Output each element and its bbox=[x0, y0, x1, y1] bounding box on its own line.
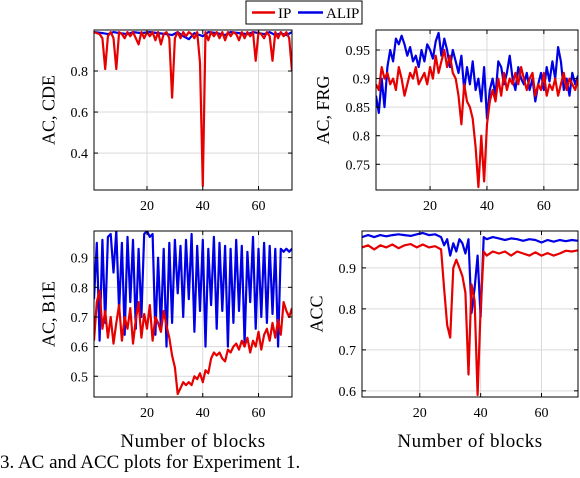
series-line-alip bbox=[94, 231, 292, 348]
y-tick-label-0: 0.6 bbox=[339, 385, 357, 400]
y-tick-label-2: 0.7 bbox=[71, 311, 89, 326]
x-tick-label-2: 60 bbox=[252, 199, 266, 214]
y-tick-label-1: 0.8 bbox=[353, 130, 371, 145]
axes-frame bbox=[361, 230, 579, 398]
y-axis-label: AC, FRG bbox=[313, 75, 333, 144]
y-tick-label-4: 0.95 bbox=[346, 44, 371, 59]
y-tick-label-0: 0.75 bbox=[346, 158, 371, 173]
figure-caption: 3. AC and ACC plots for Experiment 1. bbox=[0, 452, 301, 473]
y-tick-label-0: 0.4 bbox=[71, 147, 89, 162]
axes-frame bbox=[93, 230, 293, 398]
x-axis-label: Number of blocks bbox=[397, 431, 542, 450]
x-tick-label-1: 40 bbox=[196, 406, 210, 421]
series-line-ip bbox=[362, 243, 578, 397]
y-tick-label-3: 0.9 bbox=[339, 262, 357, 277]
series-line-alip bbox=[362, 231, 578, 319]
y-tick-label-1: 0.6 bbox=[71, 106, 89, 121]
figure: IP ALIP 20 40 60 0.4 0.6 0.8 AC, CDE 20 40 60 0.7… bbox=[38, 0, 579, 450]
plot-area bbox=[94, 30, 292, 190]
y-tick-label-2: 0.8 bbox=[339, 303, 357, 318]
y-axis-label: ACC bbox=[306, 295, 326, 332]
x-tick-label-1: 40 bbox=[474, 406, 488, 421]
series-line-ip bbox=[94, 289, 292, 396]
x-axis-label: Number of blocks bbox=[120, 431, 265, 450]
series-line-alip bbox=[376, 31, 578, 120]
y-tick-label-4: 0.9 bbox=[71, 252, 89, 267]
chart-acc: 20 40 60 0.6 0.7 0.8 0.9 ACC Number of blocks bbox=[306, 230, 579, 450]
chart-ac-frg: 20 40 60 0.75 0.8 0.85 0.9 0.95 AC, FRG bbox=[313, 29, 579, 214]
y-tick-label-2: 0.85 bbox=[346, 101, 371, 116]
y-tick-label-3: 0.9 bbox=[353, 73, 371, 88]
axes-frame bbox=[93, 29, 293, 191]
x-tick-label-1: 40 bbox=[480, 199, 494, 214]
x-tick-label-0: 20 bbox=[140, 406, 154, 421]
x-tick-label-2: 60 bbox=[537, 199, 551, 214]
legend-label-alip: ALIP bbox=[326, 6, 359, 22]
chart-ac-b1e: 20 40 60 0.5 0.6 0.7 0.8 0.9 AC, B1E Number of bl… bbox=[38, 230, 293, 450]
x-tick-label-2: 60 bbox=[534, 406, 548, 421]
series-line-ip bbox=[94, 31, 292, 187]
chart-ac-cde: 20 40 60 0.4 0.6 0.8 AC, CDE bbox=[38, 29, 293, 214]
axes-frame bbox=[375, 29, 579, 191]
y-tick-label-1: 0.7 bbox=[339, 344, 357, 359]
x-tick-label-0: 20 bbox=[413, 406, 427, 421]
y-tick-label-3: 0.8 bbox=[71, 281, 89, 296]
x-tick-label-2: 60 bbox=[252, 406, 266, 421]
y-tick-label-1: 0.6 bbox=[71, 341, 89, 356]
y-tick-label-2: 0.8 bbox=[71, 65, 89, 80]
series-line-ip bbox=[376, 48, 578, 189]
x-tick-label-0: 20 bbox=[423, 199, 437, 214]
y-axis-label: AC, B1E bbox=[38, 281, 58, 347]
y-tick-label-0: 0.5 bbox=[71, 370, 89, 385]
legend: IP ALIP bbox=[245, 0, 363, 25]
x-tick-label-1: 40 bbox=[196, 199, 210, 214]
legend-label-ip: IP bbox=[278, 6, 291, 22]
x-tick-label-0: 20 bbox=[140, 199, 154, 214]
y-axis-label: AC, CDE bbox=[38, 75, 58, 145]
